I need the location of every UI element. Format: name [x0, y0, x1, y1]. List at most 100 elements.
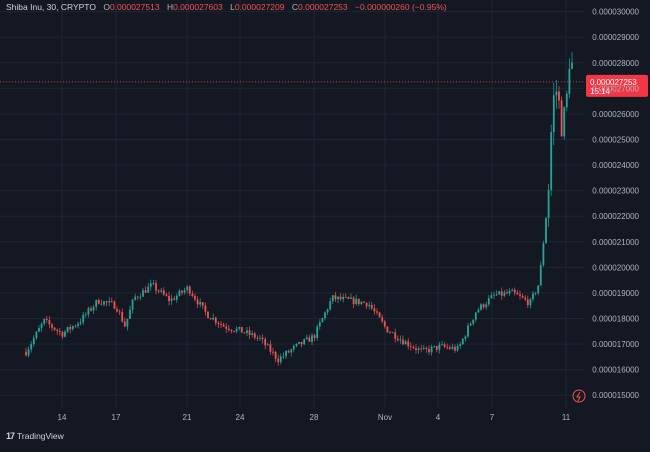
candle-body [532, 293, 534, 300]
candle-body [352, 297, 355, 305]
high-value: 0.000027603 [173, 2, 223, 12]
candle-body [56, 329, 59, 331]
price-axis-tick-label: 0.000028000 [592, 59, 639, 68]
symbol-title[interactable]: Shiba Inu, 30, CRYPTO [6, 2, 96, 12]
candle-body [149, 283, 152, 287]
candle-body [334, 295, 337, 300]
candle-body [300, 341, 303, 345]
candle-body [420, 348, 423, 350]
candle-body [253, 333, 256, 338]
candle-body [542, 243, 545, 266]
candle-body [339, 296, 342, 300]
candle-body [71, 326, 74, 330]
candle-body [558, 91, 560, 101]
candle-body [282, 356, 285, 357]
price-axis-tick-label: 0.000021000 [592, 238, 639, 247]
candle-body [344, 297, 347, 298]
candle-body [113, 301, 116, 309]
candle-body [415, 348, 417, 351]
candle-body [74, 325, 77, 327]
ohlc-legend: Shiba Inu, 30, CRYPTO O0.000027513 H0.00… [6, 2, 447, 12]
candle-body [513, 289, 516, 293]
candle-body [272, 351, 274, 353]
candle-body [498, 291, 501, 295]
candle-body [191, 293, 194, 297]
candle-body [568, 68, 571, 94]
candle-body [199, 302, 202, 305]
candle-body [500, 291, 503, 296]
candle-body [555, 91, 558, 96]
candle-body [238, 326, 241, 329]
candle-body [373, 308, 376, 312]
candle-body [116, 308, 118, 312]
candle-body [539, 265, 542, 286]
candle-body [389, 332, 391, 334]
candle-body [30, 344, 33, 350]
candle-body [295, 343, 298, 346]
candle-body [222, 324, 225, 327]
candle-body [173, 298, 176, 300]
candle-body [194, 296, 196, 300]
candle-body [90, 308, 92, 311]
candle-body [266, 344, 269, 346]
candle-body [342, 297, 345, 300]
price-axis-tick-label: 0.000027000 [592, 84, 639, 93]
candle-body [269, 344, 272, 352]
lightning-bolt-icon [576, 391, 581, 402]
candle-body [467, 325, 469, 337]
candle-body [355, 298, 358, 305]
price-axis-tick-label: 0.000029000 [592, 33, 639, 42]
candle-body [451, 346, 454, 349]
candle-body [311, 335, 313, 342]
last-price-badge [586, 74, 648, 97]
candle-body [196, 299, 199, 305]
candle-body [261, 337, 264, 340]
time-axis-tick-label: 28 [310, 413, 319, 422]
candle-body [563, 107, 566, 137]
candle-body [251, 333, 254, 335]
time-axis-tick-label: 21 [183, 413, 192, 422]
candle-body [506, 292, 508, 294]
candle-body [92, 306, 95, 311]
candle-body [292, 345, 295, 350]
candle-body [105, 301, 108, 303]
candle-body [433, 345, 436, 347]
price-axis-tick-label: 0.000020000 [592, 263, 639, 272]
change-value: −0.000000260 (−0.95%) [355, 2, 447, 12]
candle-body [381, 317, 384, 322]
candle-body [175, 295, 178, 300]
candle-body [129, 309, 131, 319]
tradingview-logo[interactable]: 17 TradingView [6, 431, 64, 441]
candle-body [368, 304, 371, 307]
candle-body [82, 314, 85, 323]
candle-body [534, 292, 537, 294]
candle-body [482, 304, 485, 308]
candle-body [43, 319, 46, 324]
candle-body [511, 289, 514, 292]
candle-body [428, 349, 430, 353]
candle-body [318, 322, 321, 327]
time-axis-tick-label: 7 [490, 413, 495, 422]
candle-body [290, 349, 293, 353]
candle-body [142, 290, 144, 297]
candle-body [474, 312, 477, 320]
candle-body [524, 297, 527, 300]
tradingview-brand-name: TradingView [17, 431, 64, 441]
candle-body [157, 290, 160, 292]
candle-body [69, 326, 72, 330]
goto-realtime-button[interactable] [572, 389, 586, 403]
price-axis-tick-label: 0.000018000 [592, 315, 639, 324]
candle-body [495, 294, 498, 296]
candle-body [181, 290, 183, 293]
candle-body [477, 309, 480, 313]
candle-body [545, 218, 547, 244]
candle-body [402, 339, 404, 345]
candle-body [279, 356, 282, 363]
candle-body [144, 290, 147, 293]
candle-body [227, 328, 230, 331]
candle-body [321, 318, 324, 323]
candle-body [168, 295, 170, 302]
goto-realtime-circle [572, 389, 586, 403]
